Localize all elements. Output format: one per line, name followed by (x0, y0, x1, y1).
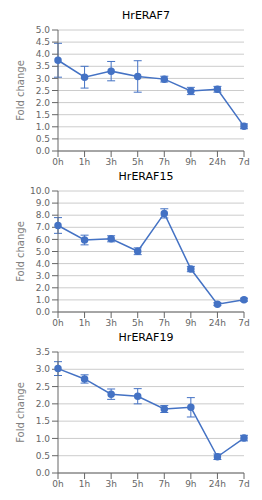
svg-text:3.0: 3.0 (36, 364, 51, 374)
svg-text:1.0: 1.0 (36, 122, 51, 132)
svg-text:0.5: 0.5 (36, 134, 50, 144)
svg-text:0.0: 0.0 (36, 468, 51, 478)
svg-text:5.0: 5.0 (36, 25, 51, 35)
svg-text:7d: 7d (238, 157, 249, 167)
svg-text:Fold change: Fold change (15, 60, 26, 121)
svg-text:Fold change: Fold change (15, 221, 26, 282)
svg-text:5h: 5h (132, 318, 143, 328)
svg-text:1.0: 1.0 (36, 434, 51, 444)
svg-text:Fold change: Fold change (15, 382, 26, 443)
svg-text:0.0: 0.0 (36, 307, 51, 317)
svg-text:3h: 3h (105, 157, 116, 167)
svg-text:24h: 24h (209, 157, 226, 167)
svg-text:3.0: 3.0 (36, 74, 51, 84)
svg-text:1.0: 1.0 (36, 295, 51, 305)
svg-text:1h: 1h (79, 479, 90, 489)
svg-text:5h: 5h (132, 479, 143, 489)
svg-text:3.0: 3.0 (36, 271, 51, 281)
svg-text:1h: 1h (79, 318, 90, 328)
svg-text:4.0: 4.0 (36, 49, 51, 59)
html-text:HrERAF7: HrERAF7 (122, 9, 170, 22)
svg-text:7h: 7h (159, 157, 170, 167)
svg-text:24h: 24h (209, 318, 226, 328)
svg-text:8.0: 8.0 (36, 210, 51, 220)
svg-text:6.0: 6.0 (36, 235, 51, 245)
svg-text:2.0: 2.0 (36, 283, 51, 293)
svg-text:0h: 0h (52, 479, 63, 489)
svg-text:10.0: 10.0 (30, 186, 50, 196)
svg-text:0.0: 0.0 (36, 146, 51, 156)
html-text:HrERAF19: HrERAF19 (118, 331, 174, 344)
svg-text:9h: 9h (185, 479, 196, 489)
svg-text:0.5: 0.5 (36, 451, 50, 461)
svg-text:2.5: 2.5 (36, 382, 50, 392)
svg-text:9.0: 9.0 (36, 198, 51, 208)
svg-text:7.0: 7.0 (36, 222, 51, 232)
svg-text:4.0: 4.0 (36, 259, 51, 269)
svg-text:9h: 9h (185, 318, 196, 328)
svg-text:1h: 1h (79, 157, 90, 167)
svg-text:5.0: 5.0 (36, 247, 51, 257)
svg-text:9h: 9h (185, 157, 196, 167)
svg-text:7h: 7h (159, 479, 170, 489)
svg-text:7h: 7h (159, 318, 170, 328)
svg-text:24h: 24h (209, 479, 226, 489)
svg-text:3h: 3h (105, 318, 116, 328)
svg-text:3h: 3h (105, 479, 116, 489)
html-text:HrERAF15: HrERAF15 (118, 170, 174, 183)
svg-text:2.0: 2.0 (36, 399, 51, 409)
svg-text:0h: 0h (52, 318, 63, 328)
svg-text:0h: 0h (52, 157, 63, 167)
svg-text:1.5: 1.5 (36, 110, 50, 120)
svg-text:7d: 7d (238, 318, 249, 328)
svg-text:3.5: 3.5 (36, 61, 50, 71)
svg-text:7d: 7d (238, 479, 249, 489)
svg-text:2.0: 2.0 (36, 98, 51, 108)
svg-text:3.5: 3.5 (36, 347, 50, 357)
svg-text:2.5: 2.5 (36, 86, 50, 96)
svg-text:4.5: 4.5 (36, 37, 50, 47)
svg-text:1.5: 1.5 (36, 416, 50, 426)
svg-text:5h: 5h (132, 157, 143, 167)
